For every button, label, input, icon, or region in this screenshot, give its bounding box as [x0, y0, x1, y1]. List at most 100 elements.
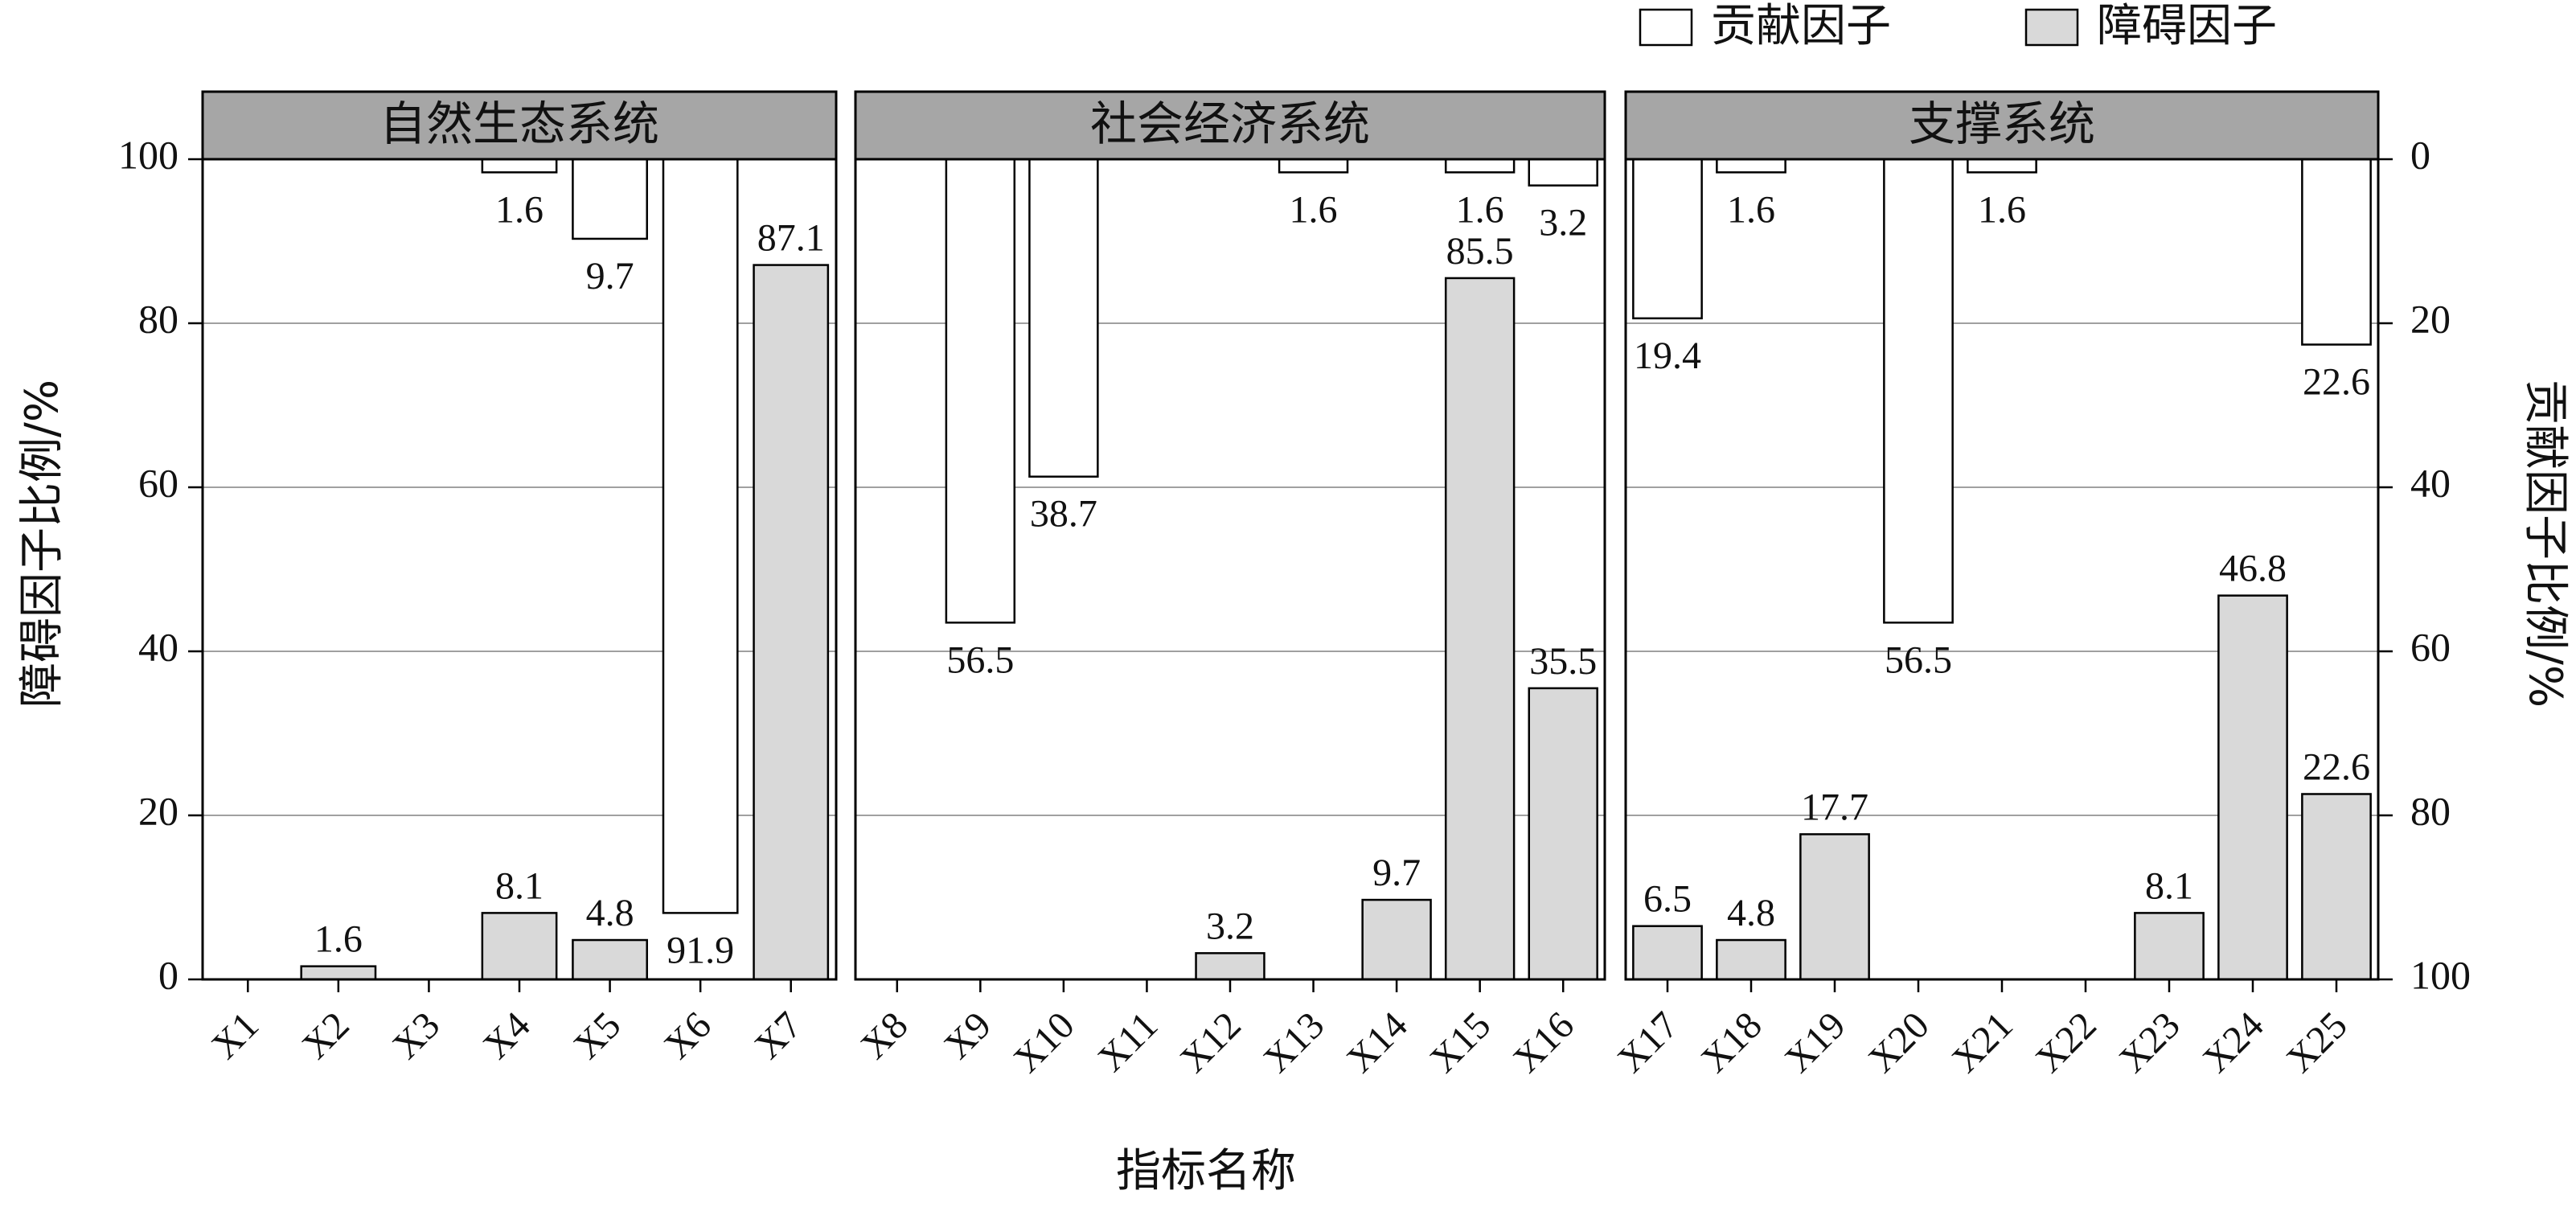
contrib-bar-X6 [662, 158, 739, 914]
contrib-value-label: 1.6 [495, 188, 544, 231]
contrib-bar-X15 [1444, 158, 1516, 174]
obstacle-value-label: 22.6 [2303, 745, 2370, 788]
right-y-axis: 100 80 60 40 20 0 [2378, 132, 2471, 997]
legend: 贡献因子 障碍因子 [1639, 0, 2277, 52]
obstacle-bar-X2 [300, 965, 377, 981]
obstacle-bar-X14 [1361, 898, 1432, 981]
panel-1: 自然生态系统 X1 1.6 X2 X3 8.1 1.6 X4 4.8 9.7 X5 91.9 X6 87.… [201, 90, 838, 1067]
contrib-value-label: 1.6 [1727, 188, 1775, 231]
contrib-bar-X5 [572, 158, 648, 240]
contrib-value-label: 1.6 [1290, 188, 1338, 231]
category-label-X22: X22 [2028, 1004, 2105, 1081]
category-label-X4: X4 [475, 1004, 539, 1067]
category-label-X17: X17 [1610, 1004, 1687, 1081]
obstacle-value-label: 17.7 [1801, 786, 1868, 828]
contrib-bar-X25 [2301, 158, 2372, 346]
panel-strip [1624, 90, 2380, 161]
legend-swatch-obstacle [2024, 8, 2079, 47]
contrib-value-label: 3.2 [1539, 202, 1587, 244]
category-label-X15: X15 [1422, 1004, 1499, 1081]
obstacle-value-label: 85.5 [1446, 230, 1514, 273]
obstacle-bar-X7 [753, 264, 830, 981]
obstacle-bar-X5 [572, 938, 648, 981]
category-label-X10: X10 [1006, 1004, 1083, 1081]
obstacle-bar-X12 [1195, 952, 1265, 981]
category-label-X13: X13 [1255, 1004, 1332, 1081]
panel-frame [201, 158, 838, 981]
obstacle-bar-X17 [1632, 925, 1703, 981]
category-label-X25: X25 [2279, 1004, 2356, 1081]
obstacle-value-label: 4.8 [1727, 892, 1775, 934]
contrib-bar-X17 [1632, 158, 1703, 320]
left-y-axis-title: 障碍因子比例/% [16, 380, 68, 708]
right-y-tick-label: 80 [2410, 788, 2451, 833]
category-label-X9: X9 [936, 1004, 999, 1067]
left-y-tick-label: 40 [138, 624, 178, 669]
right-y-tick-label: 20 [2410, 296, 2451, 341]
right-y-tick-label: 100 [2410, 952, 2471, 997]
right-y-tick-label: 0 [2410, 132, 2430, 177]
category-label-X12: X12 [1172, 1004, 1249, 1081]
obstacle-bar-X25 [2301, 793, 2372, 981]
obstacle-value-label: 87.1 [757, 217, 825, 260]
contrib-bar-X21 [1967, 158, 2037, 174]
obstacle-value-label: 3.2 [1206, 905, 1254, 947]
left-y-tick-label: 0 [158, 952, 178, 997]
category-label-X16: X16 [1505, 1004, 1582, 1081]
category-label-X3: X3 [384, 1004, 448, 1067]
panel-2: 社会经济系统 X8 56.5 X9 38.7 X10 X11 3.2 X12 1.6 X13 9.7 X… [853, 90, 1606, 1081]
obstacle-bar-X18 [1716, 938, 1786, 981]
obstacle-bar-X24 [2217, 594, 2288, 981]
category-label-X7: X7 [747, 1004, 810, 1067]
left-y-tick-label: 100 [118, 132, 178, 177]
obstacle-value-label: 4.8 [586, 892, 634, 934]
contrib-value-label: 19.4 [1634, 335, 1701, 377]
contrib-value-label: 38.7 [1030, 493, 1097, 536]
contrib-value-label: 56.5 [1885, 638, 1952, 681]
panel-strip [201, 90, 838, 161]
panel-title: 支撑系统 [1909, 96, 2095, 151]
obstacle-bar-X19 [1799, 833, 1870, 981]
contrib-bar-X18 [1716, 158, 1786, 174]
category-label-X1: X1 [203, 1004, 267, 1067]
category-label-X2: X2 [294, 1004, 358, 1067]
category-label-X20: X20 [1860, 1004, 1938, 1081]
category-label-X6: X6 [656, 1004, 720, 1067]
obstacle-bar-X15 [1444, 277, 1516, 981]
obstacle-value-label: 8.1 [2145, 864, 2193, 907]
obstacle-value-label: 6.5 [1643, 878, 1692, 921]
category-label-X11: X11 [1090, 1004, 1167, 1080]
panel-3: 支撑系统 6.5 19.4 X17 4.8 1.6 X18 17.7 X19 56.5 X20 1.6… [1610, 90, 2380, 1081]
obstacle-value-label: 46.8 [2219, 548, 2287, 590]
contrib-bar-X4 [481, 158, 558, 174]
category-label-X24: X24 [2195, 1004, 2272, 1081]
obstacle-value-label: 1.6 [314, 918, 363, 961]
legend-label-contrib: 贡献因子 [1711, 0, 1891, 52]
category-label-X18: X18 [1693, 1004, 1770, 1081]
category-label-X19: X19 [1777, 1004, 1854, 1081]
contrib-value-label: 9.7 [586, 255, 634, 298]
left-y-axis: 0 20 40 60 80 100 [118, 132, 203, 997]
left-y-tick-label: 20 [138, 788, 178, 833]
contrib-value-label: 22.6 [2303, 361, 2370, 404]
right-y-tick-label: 60 [2410, 624, 2451, 669]
obstacle-value-label: 9.7 [1372, 852, 1421, 894]
obstacle-bar-X4 [481, 912, 558, 981]
category-label-X5: X5 [565, 1004, 629, 1067]
right-y-tick-label: 40 [2410, 460, 2451, 505]
contrib-bar-X9 [945, 158, 1016, 624]
category-label-X8: X8 [853, 1004, 917, 1067]
category-label-X23: X23 [2111, 1004, 2188, 1081]
x-axis-title: 指标名称 [1116, 1145, 1296, 1197]
panel-title: 自然生态系统 [379, 96, 659, 151]
obstacle-value-label: 35.5 [1529, 640, 1597, 683]
contrib-bar-X20 [1883, 158, 1954, 624]
panel-frame [1624, 158, 2380, 981]
left-y-tick-label: 60 [138, 460, 178, 505]
contrib-value-label: 91.9 [667, 929, 734, 971]
panel-title: 社会经济系统 [1090, 96, 1370, 151]
category-label-X14: X14 [1339, 1004, 1416, 1081]
legend-label-obstacle: 障碍因子 [2097, 0, 2277, 52]
contrib-value-label: 1.6 [1456, 188, 1504, 231]
